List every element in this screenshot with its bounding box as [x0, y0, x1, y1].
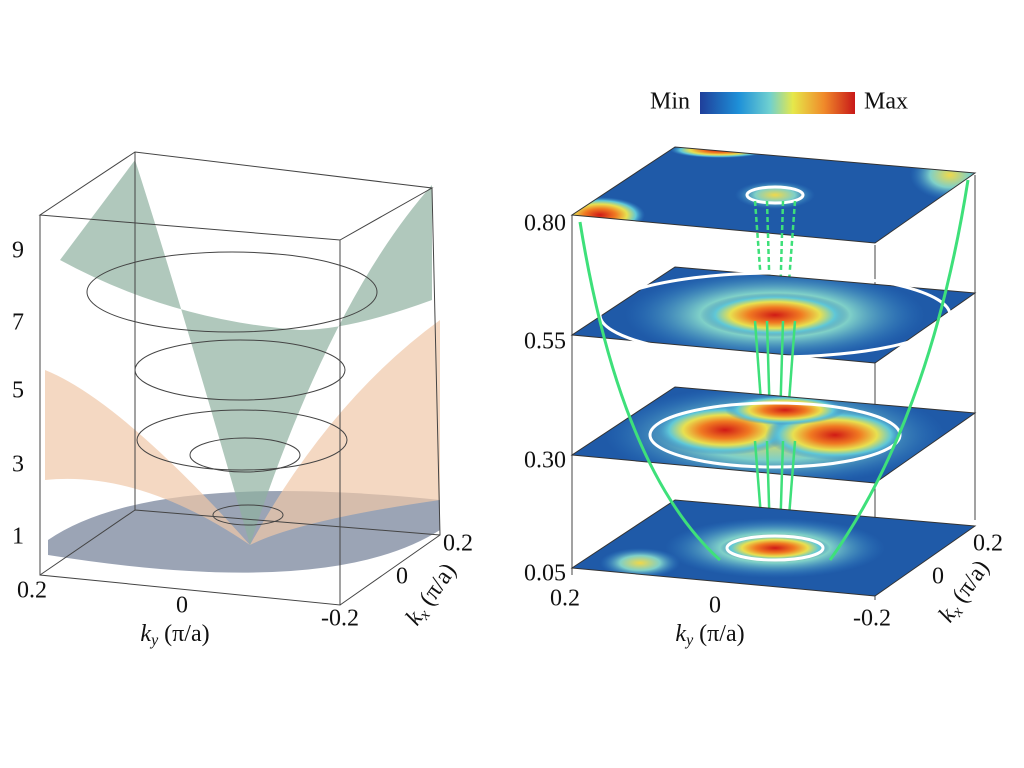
- tick-label: 0: [709, 593, 721, 619]
- slice: [572, 387, 975, 483]
- tick-label: -0.2: [853, 606, 891, 632]
- tick-label: 0: [932, 564, 944, 590]
- tick-label: 0.80: [524, 211, 566, 237]
- tick-label: 0.55: [524, 329, 566, 355]
- contour: [212, 504, 284, 526]
- tick-label: 0: [396, 564, 408, 590]
- tick-label: 9: [12, 238, 24, 264]
- contour: [86, 251, 378, 333]
- slice: [572, 500, 975, 596]
- subscript: y: [149, 632, 159, 649]
- slice-edge: [570, 499, 977, 597]
- band-line: [828, 179, 970, 561]
- subscript: y: [684, 632, 694, 649]
- blob: [670, 147, 770, 158]
- left-plot: [38, 151, 441, 606]
- tick-label: 0.2: [17, 578, 47, 604]
- slice-edge: [570, 266, 977, 364]
- axis-label: kx(π/a): [400, 558, 463, 631]
- blob: [572, 197, 645, 233]
- tick-label: -0.2: [321, 606, 359, 632]
- right-plot: [570, 92, 977, 600]
- slice-edge: [570, 386, 977, 484]
- blob: [600, 548, 680, 578]
- band-line: [578, 221, 722, 562]
- unit: (π/a): [699, 621, 744, 647]
- contour: [136, 409, 348, 471]
- unit: (π/a): [947, 555, 994, 607]
- axis-label: ky (π/a): [140, 621, 209, 649]
- tick-label: Max: [864, 89, 908, 115]
- tick-label: 7: [12, 310, 24, 336]
- axis-label: ky (π/a): [675, 621, 744, 649]
- blob: [700, 293, 850, 337]
- upper-band: [60, 160, 432, 545]
- blob: [725, 395, 845, 425]
- tick-label: 5: [12, 378, 24, 404]
- tick-label: 0.2: [443, 531, 473, 557]
- slice: [572, 267, 975, 363]
- tick-label: 3: [12, 452, 24, 478]
- ring: [745, 185, 805, 205]
- tick-label: 0.2: [550, 586, 580, 612]
- symbol: k: [140, 621, 151, 647]
- slice: [572, 147, 975, 243]
- slice-edge: [570, 146, 977, 244]
- blob: [910, 150, 975, 200]
- unit: (π/a): [164, 621, 209, 647]
- colorbar: [700, 92, 855, 114]
- tick-label: 0.30: [524, 448, 566, 474]
- symbol: k: [675, 621, 686, 647]
- ring: [725, 534, 825, 562]
- tick-label: Min: [650, 89, 690, 115]
- contour: [189, 437, 301, 473]
- unit: (π/a): [414, 558, 461, 610]
- tick-label: 0.2: [973, 531, 1003, 557]
- tick-label: 0: [176, 593, 188, 619]
- middle-band: [45, 320, 440, 545]
- ring: [598, 271, 952, 359]
- tick-label: 1: [12, 524, 24, 550]
- blob: [720, 534, 830, 562]
- box: [38, 151, 441, 606]
- tick-label: 0.05: [524, 561, 566, 587]
